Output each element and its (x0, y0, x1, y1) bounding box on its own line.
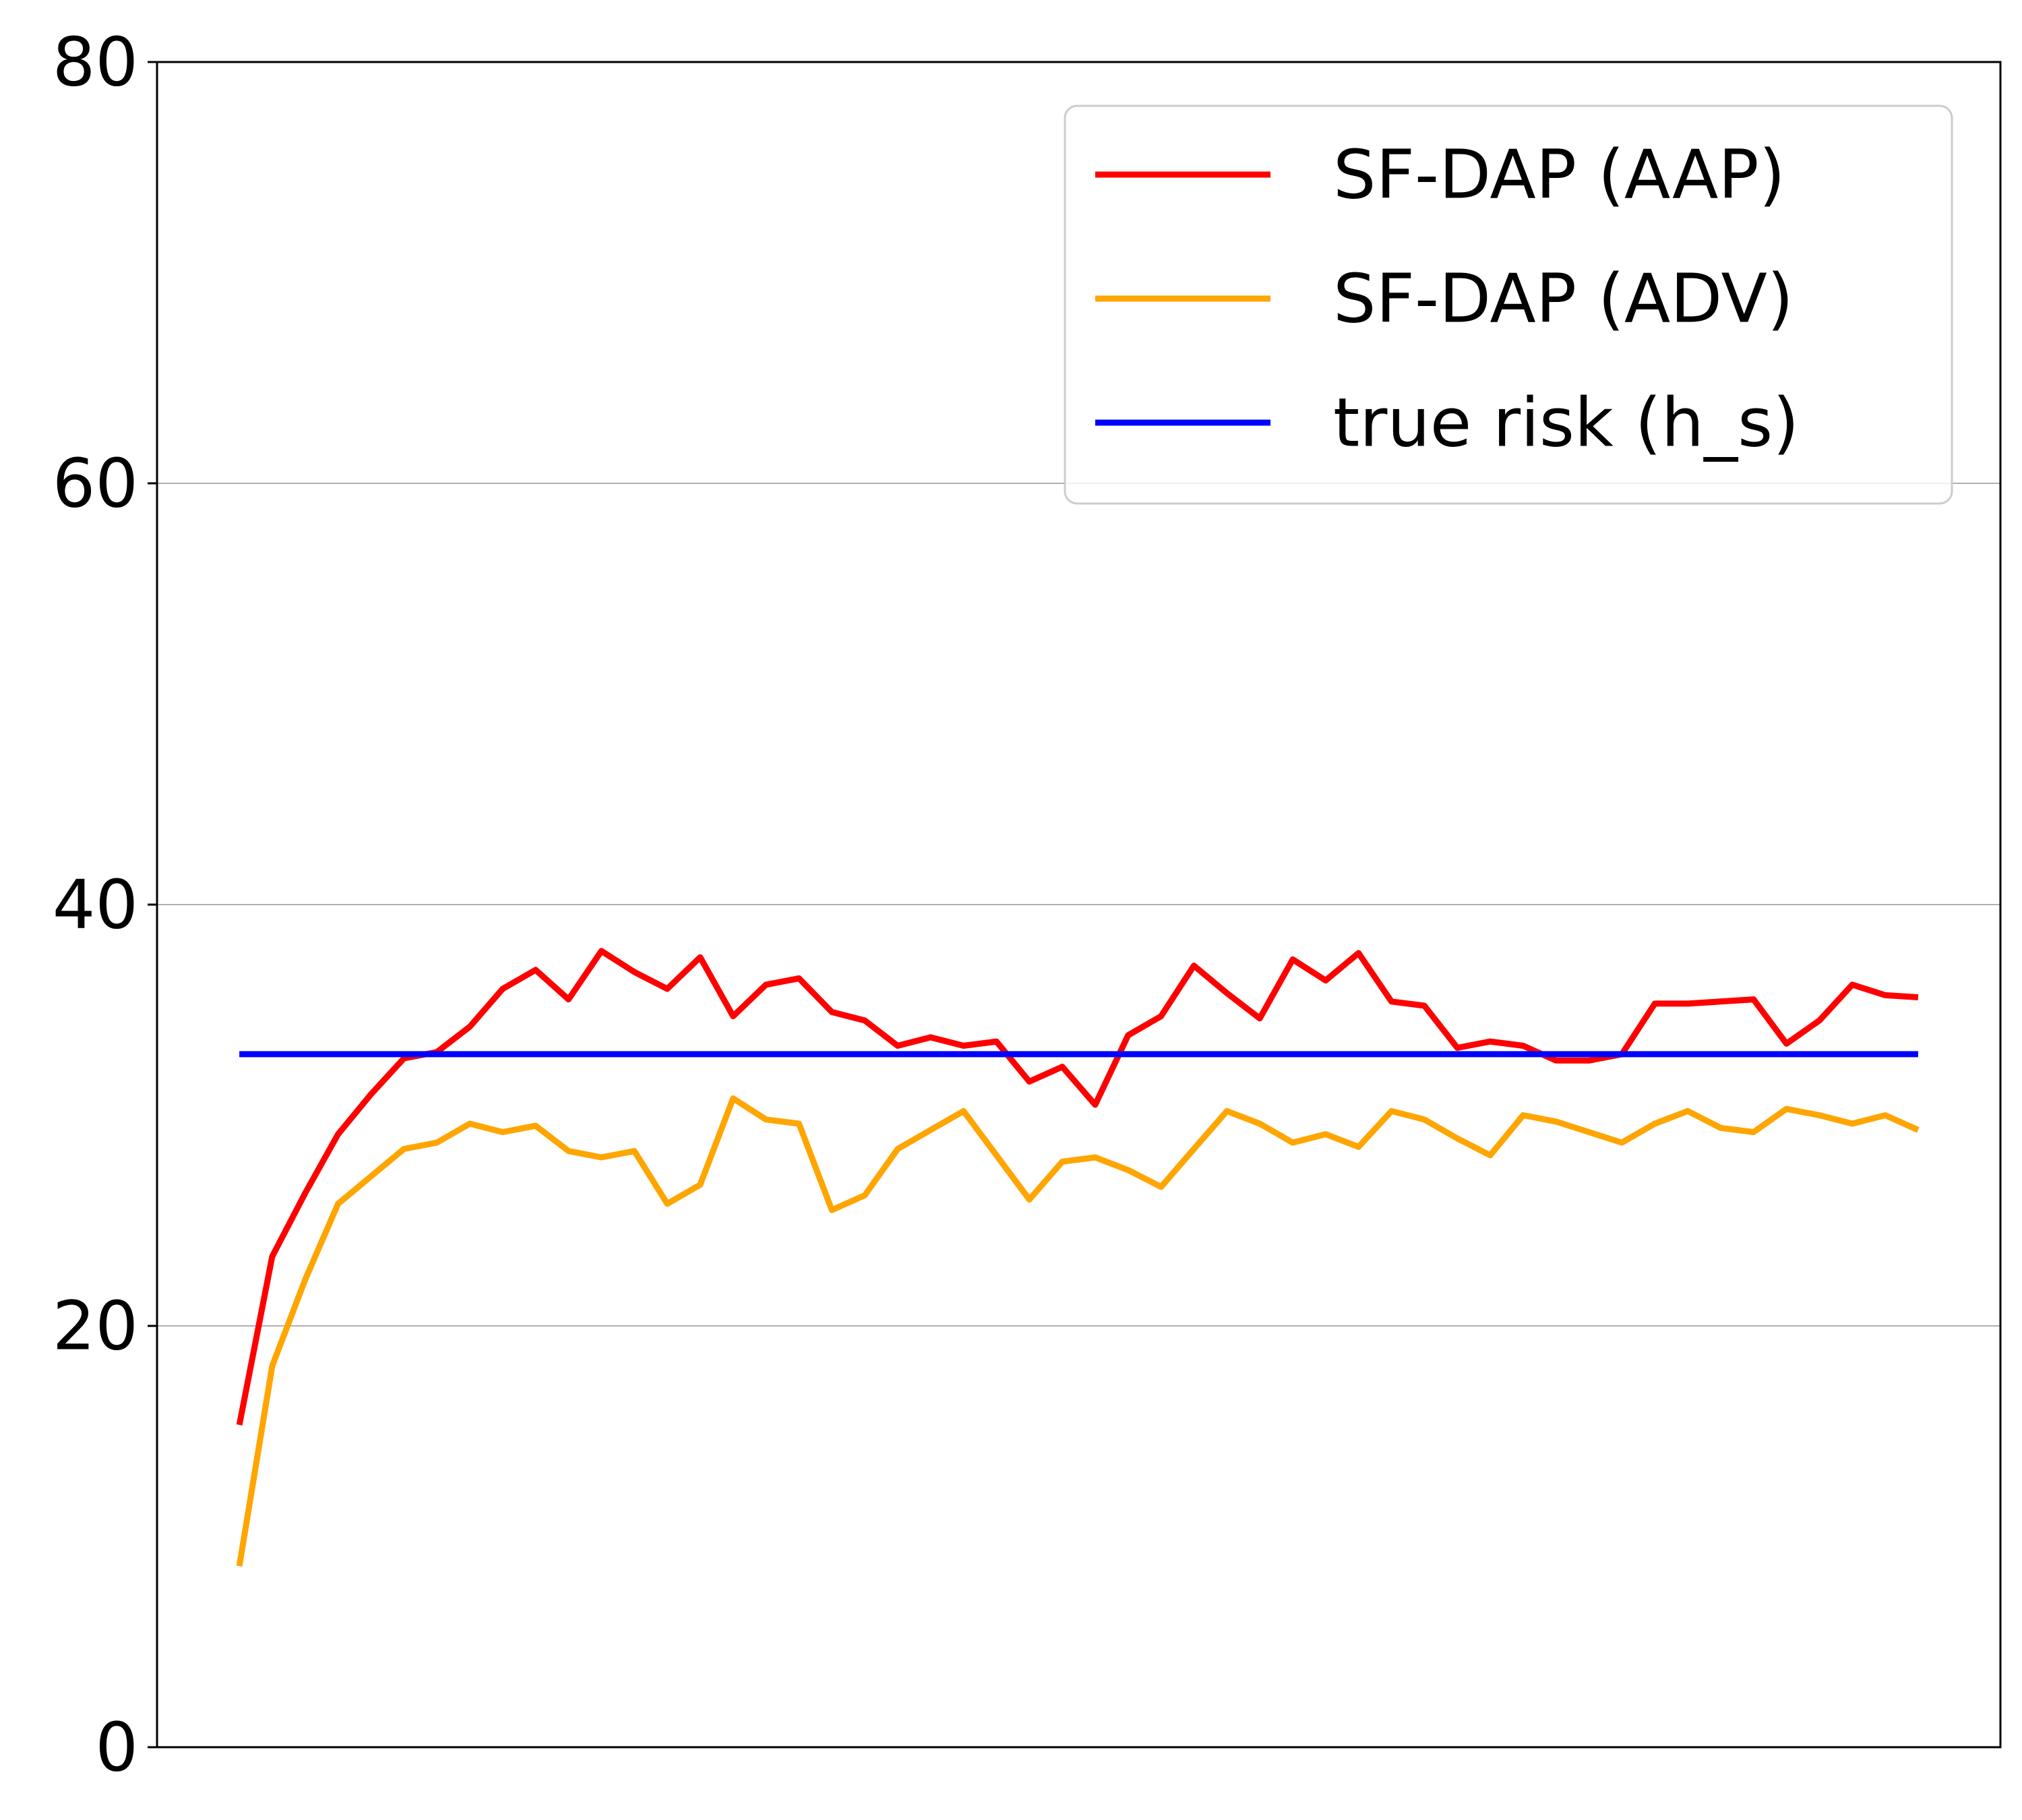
legend-label-2: true risk (h_s) (1333, 384, 1799, 462)
legend: SF-DAP (AAP) SF-DAP (ADV) true risk (h_s) (1064, 104, 1953, 505)
gridlines (157, 483, 2000, 1327)
legend-box (1064, 104, 1953, 505)
series-line-0 (236, 948, 1919, 1426)
y-tick-label-60: 60 (53, 444, 138, 523)
y-tick-label-80: 80 (53, 23, 138, 102)
y-tick-label-0: 0 (95, 1708, 138, 1787)
legend-label-0: SF-DAP (AAP) (1333, 135, 1785, 214)
series-line-1 (236, 1095, 1920, 1567)
y-tick-label-20: 20 (53, 1287, 138, 1366)
series-lines (236, 948, 1920, 1567)
y-axis: 0 20 40 60 80 (53, 23, 157, 1787)
legend-label-1: SF-DAP (ADV) (1333, 260, 1794, 338)
y-tick-label-40: 40 (53, 866, 138, 944)
